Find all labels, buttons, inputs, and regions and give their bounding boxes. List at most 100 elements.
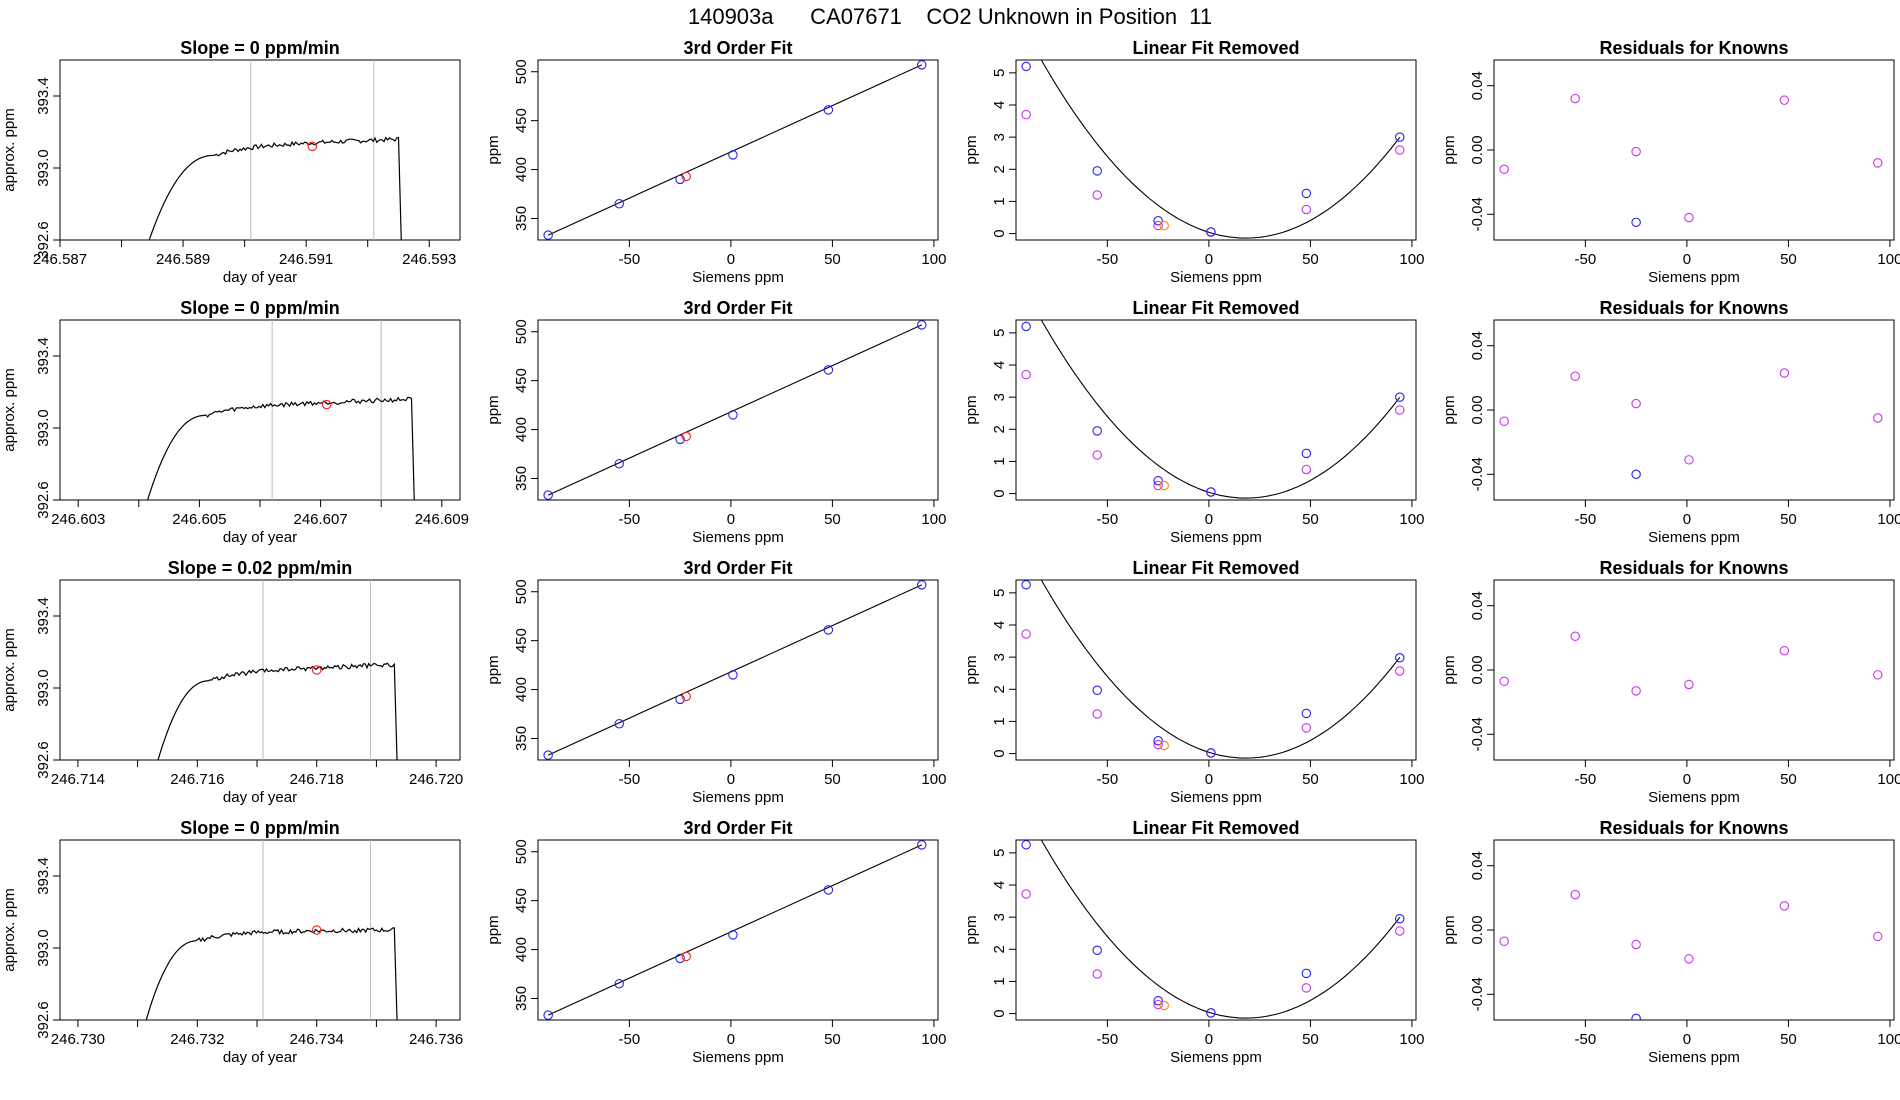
y-tick-label: 0.04	[1469, 591, 1486, 620]
data-line	[157, 662, 398, 760]
x-tick-label: 0	[1205, 251, 1213, 268]
panel-title: Slope = 0.02 ppm/min	[168, 558, 353, 578]
data-point-magenta	[1153, 739, 1163, 750]
panel-8: Residuals for Knowns -50 0 50 100 Siemens ppm…	[1441, 298, 1900, 546]
panel-title: Residuals for Knowns	[1599, 558, 1788, 578]
x-tick-label: 0	[727, 511, 735, 528]
panel-title: Linear Fit Removed	[1132, 298, 1299, 318]
data-point-orange	[1159, 480, 1169, 491]
data-point-orange	[1159, 220, 1169, 231]
x-tick-label: 0	[1683, 511, 1691, 528]
y-tick-label: 393.4	[35, 597, 52, 635]
data-point-blue	[543, 1010, 553, 1020]
x-tick-label: -50	[1575, 1031, 1597, 1048]
data-point-magenta	[1499, 164, 1509, 175]
fit-line	[547, 324, 922, 496]
y-axis-label: ppm	[1441, 395, 1458, 424]
x-axis-label: Siemens ppm	[1648, 1049, 1740, 1066]
x-tick-label: 100	[921, 771, 946, 788]
data-point-red	[681, 691, 691, 702]
panel-title: Linear Fit Removed	[1132, 38, 1299, 58]
panel-title: Slope = 0 ppm/min	[180, 818, 340, 838]
x-axis-label: Siemens ppm	[1170, 789, 1262, 806]
y-axis-label: ppm	[485, 135, 502, 164]
x-tick-label: 0	[1683, 251, 1691, 268]
x-tick-label: 246.603	[51, 511, 105, 528]
plot-frame	[537, 839, 939, 1021]
fit-line	[547, 844, 922, 1016]
data-point-blue	[1206, 227, 1216, 237]
panel-title: 3rd Order Fit	[683, 38, 792, 58]
data-point-blue	[917, 840, 927, 850]
plot-area	[543, 320, 927, 500]
x-tick-label: 0	[727, 251, 735, 268]
data-point-blue	[614, 199, 624, 209]
y-tick-label: 400	[513, 677, 530, 702]
y-tick-label: 450	[513, 628, 530, 653]
y-tick-label: 0.00	[1469, 655, 1486, 684]
plot-area	[146, 320, 415, 500]
panel-title: Slope = 0 ppm/min	[180, 38, 340, 58]
panel-title: Slope = 0 ppm/min	[180, 298, 340, 318]
panel-5: Slope = 0 ppm/min 246.603 246.605 246.607 24…	[1, 298, 469, 546]
plot-area	[1021, 320, 1405, 499]
x-tick-label: 100	[1877, 771, 1900, 788]
x-tick-label: 50	[824, 1031, 841, 1048]
panel-13: Slope = 0 ppm/min 246.730 246.732 246.734 24…	[1, 818, 463, 1066]
data-point-magenta	[1570, 371, 1580, 381]
x-tick-label: 100	[1399, 511, 1424, 528]
y-tick-label: 0.00	[1469, 135, 1486, 164]
data-point-magenta	[1631, 686, 1641, 696]
data-point-blue	[823, 365, 834, 375]
x-tick-label: 0	[1205, 771, 1213, 788]
fit-curve	[1040, 60, 1401, 239]
y-tick-label: 392.6	[35, 1001, 52, 1039]
x-axis-label: Siemens ppm	[1170, 269, 1262, 286]
panel-6: 3rd Order Fit -50 0 50 100 Siemens ppm 350 400 4…	[485, 298, 946, 546]
y-tick-label: 3	[991, 133, 1008, 141]
data-point-magenta	[1684, 212, 1694, 223]
data-point-blue	[543, 750, 553, 760]
data-point-blue	[1206, 487, 1216, 497]
y-tick-label: 3	[991, 393, 1008, 401]
y-tick-label: 350	[513, 726, 530, 751]
x-tick-label: 100	[1877, 511, 1900, 528]
x-tick-label: 0	[727, 771, 735, 788]
x-tick-label: 246.609	[415, 511, 469, 528]
x-tick-label: 100	[1399, 251, 1424, 268]
data-point-blue	[823, 885, 834, 895]
y-tick-label: 0	[991, 489, 1008, 497]
panel-16: Residuals for Knowns -50 0 50 100 Siemens ppm…	[1441, 818, 1900, 1066]
y-axis-label: ppm	[963, 395, 980, 424]
x-tick-label: 246.591	[279, 251, 333, 268]
panel-1: Slope = 0 ppm/min 246.587 246.589 246.591 24…	[1, 38, 461, 286]
x-tick-label: 0	[1205, 1031, 1213, 1048]
data-point-magenta	[1499, 416, 1509, 426]
data-point-blue	[1301, 708, 1312, 719]
data-point-red	[681, 951, 691, 962]
data-point-magenta	[1570, 93, 1580, 104]
data-point-blue	[1153, 215, 1163, 226]
data-point-magenta	[1499, 936, 1509, 946]
data-point-blue	[1301, 448, 1312, 459]
panel-title: Residuals for Knowns	[1599, 298, 1788, 318]
y-tick-label: 2	[991, 945, 1008, 953]
data-point-blue	[1395, 913, 1405, 924]
data-point-magenta	[1779, 901, 1790, 911]
data-line	[148, 136, 402, 240]
y-axis-label: ppm	[1441, 915, 1458, 944]
y-tick-label: 400	[513, 157, 530, 182]
plot-frame	[59, 319, 461, 501]
data-point-magenta	[1153, 480, 1163, 491]
panel-title: 3rd Order Fit	[683, 558, 792, 578]
x-axis-label: day of year	[223, 269, 297, 286]
plot-area	[543, 60, 927, 240]
x-tick-label: -50	[1097, 771, 1119, 788]
data-point-magenta	[1021, 629, 1031, 639]
data-point-magenta	[1092, 190, 1102, 200]
plot-frame	[59, 579, 461, 761]
x-tick-label: 246.587	[33, 251, 87, 268]
data-point-magenta	[1779, 368, 1790, 378]
